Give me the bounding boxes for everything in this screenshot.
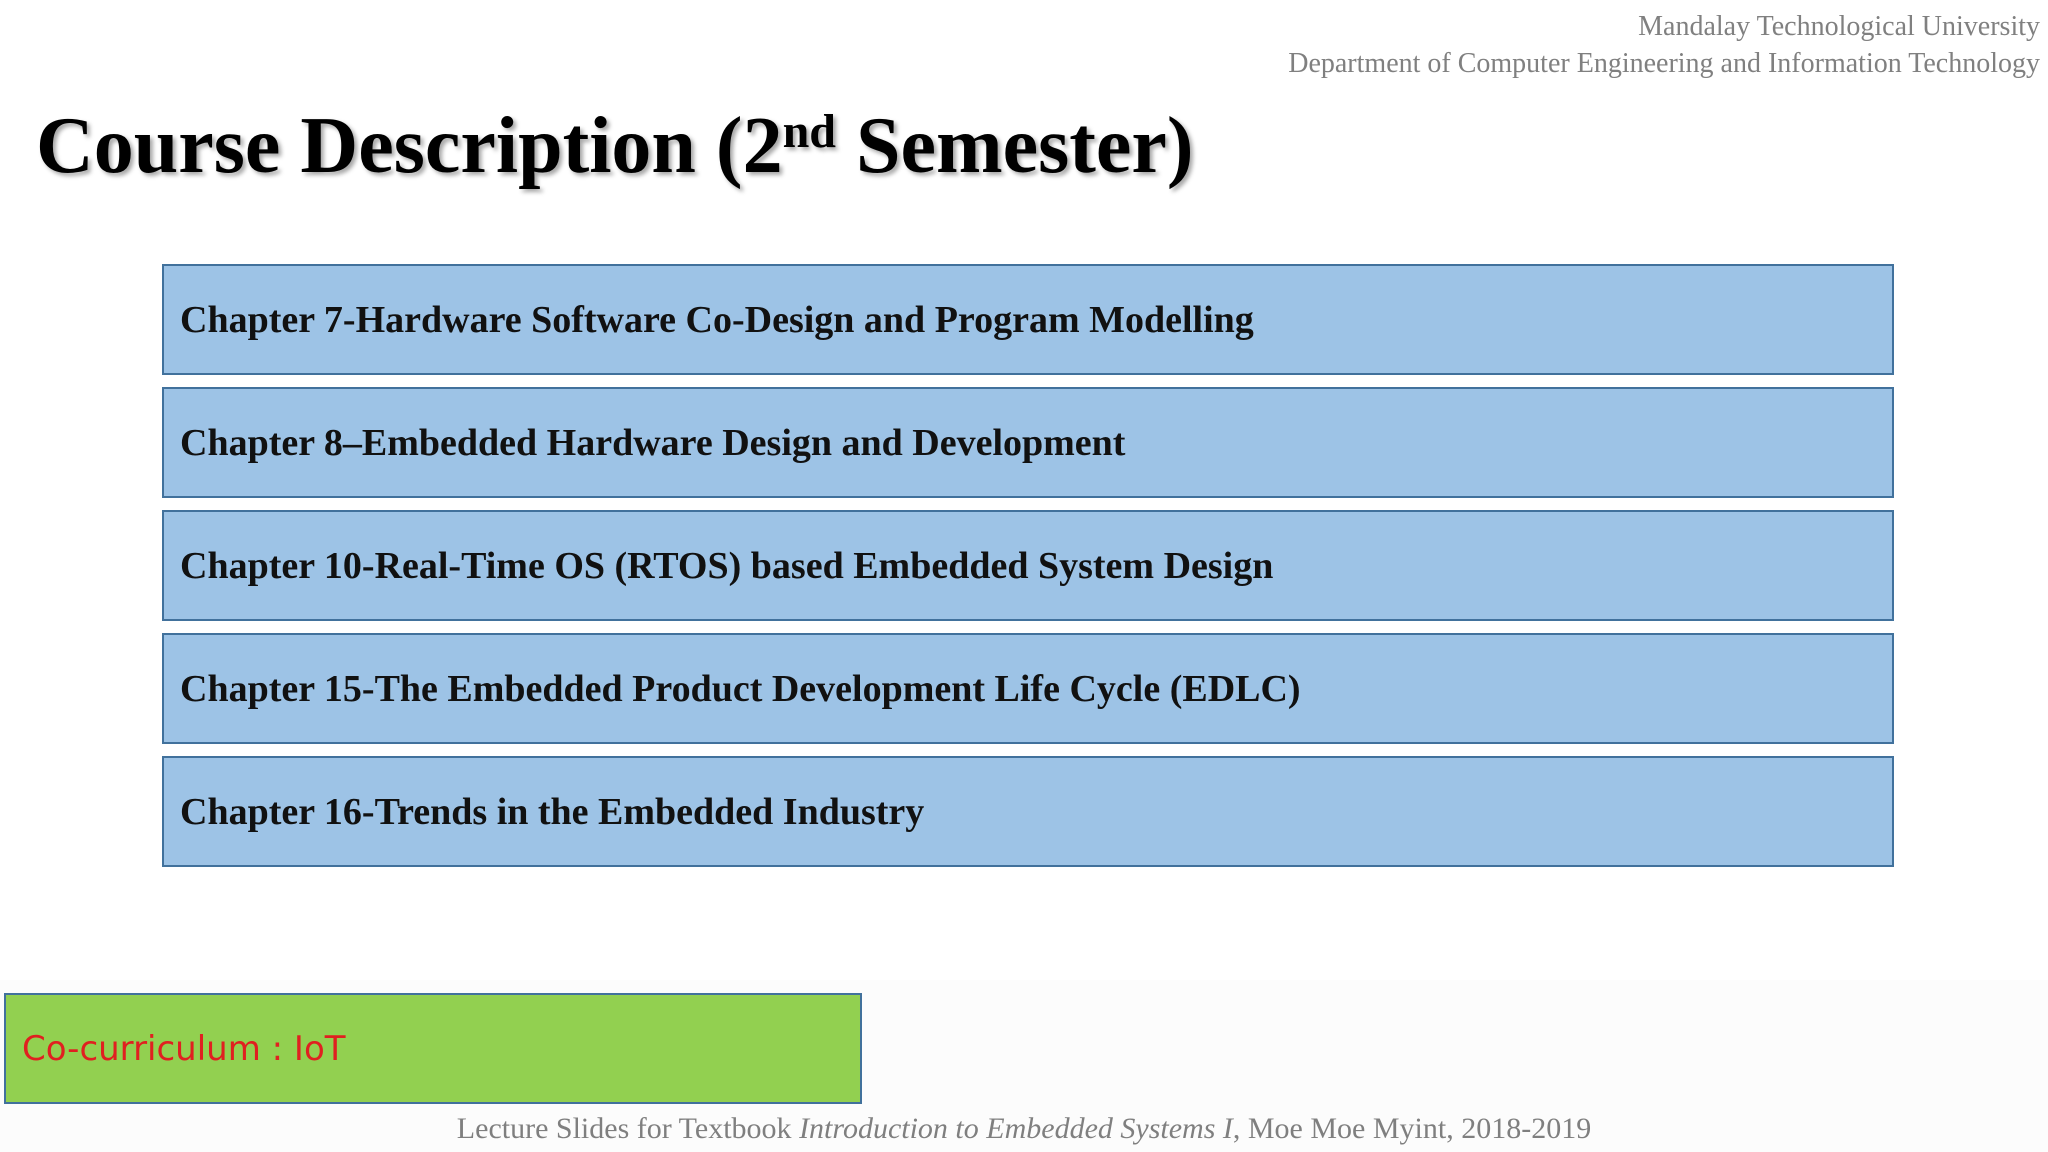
university-name: Mandalay Technological University — [1638, 11, 2040, 42]
department-name: Department of Computer Engineering and I… — [1288, 48, 2040, 79]
slide-footer: Lecture Slides for Textbook Introduction… — [0, 1112, 2048, 1146]
chapter-item: Chapter 15-The Embedded Product Developm… — [162, 633, 1894, 744]
slide-title: Course Description (2nd Semester) — [36, 100, 1194, 192]
chapter-item: Chapter 8–Embedded Hardware Design and D… — [162, 387, 1894, 498]
chapter-item: Chapter 10-Real-Time OS (RTOS) based Emb… — [162, 510, 1894, 621]
slide-header: Mandalay Technological University Depart… — [1288, 8, 2040, 82]
chapter-list: Chapter 7-Hardware Software Co-Design an… — [162, 264, 1894, 879]
cocurriculum-label: Co-curriculum : IoT — [22, 1028, 346, 1069]
title-main: Course Description (2 — [36, 102, 783, 190]
title-rest: Semester) — [835, 102, 1194, 190]
title-superscript: nd — [782, 105, 836, 158]
footer-suffix: , Moe Moe Myint, 2018-2019 — [1232, 1112, 1592, 1145]
footer-book-title: Introduction to Embedded Systems I — [799, 1112, 1233, 1145]
chapter-item: Chapter 16-Trends in the Embedded Indust… — [162, 756, 1894, 867]
chapter-item: Chapter 7-Hardware Software Co-Design an… — [162, 264, 1894, 375]
cocurriculum-box: Co-curriculum : IoT — [4, 993, 862, 1104]
footer-prefix: Lecture Slides for Textbook — [456, 1112, 800, 1145]
